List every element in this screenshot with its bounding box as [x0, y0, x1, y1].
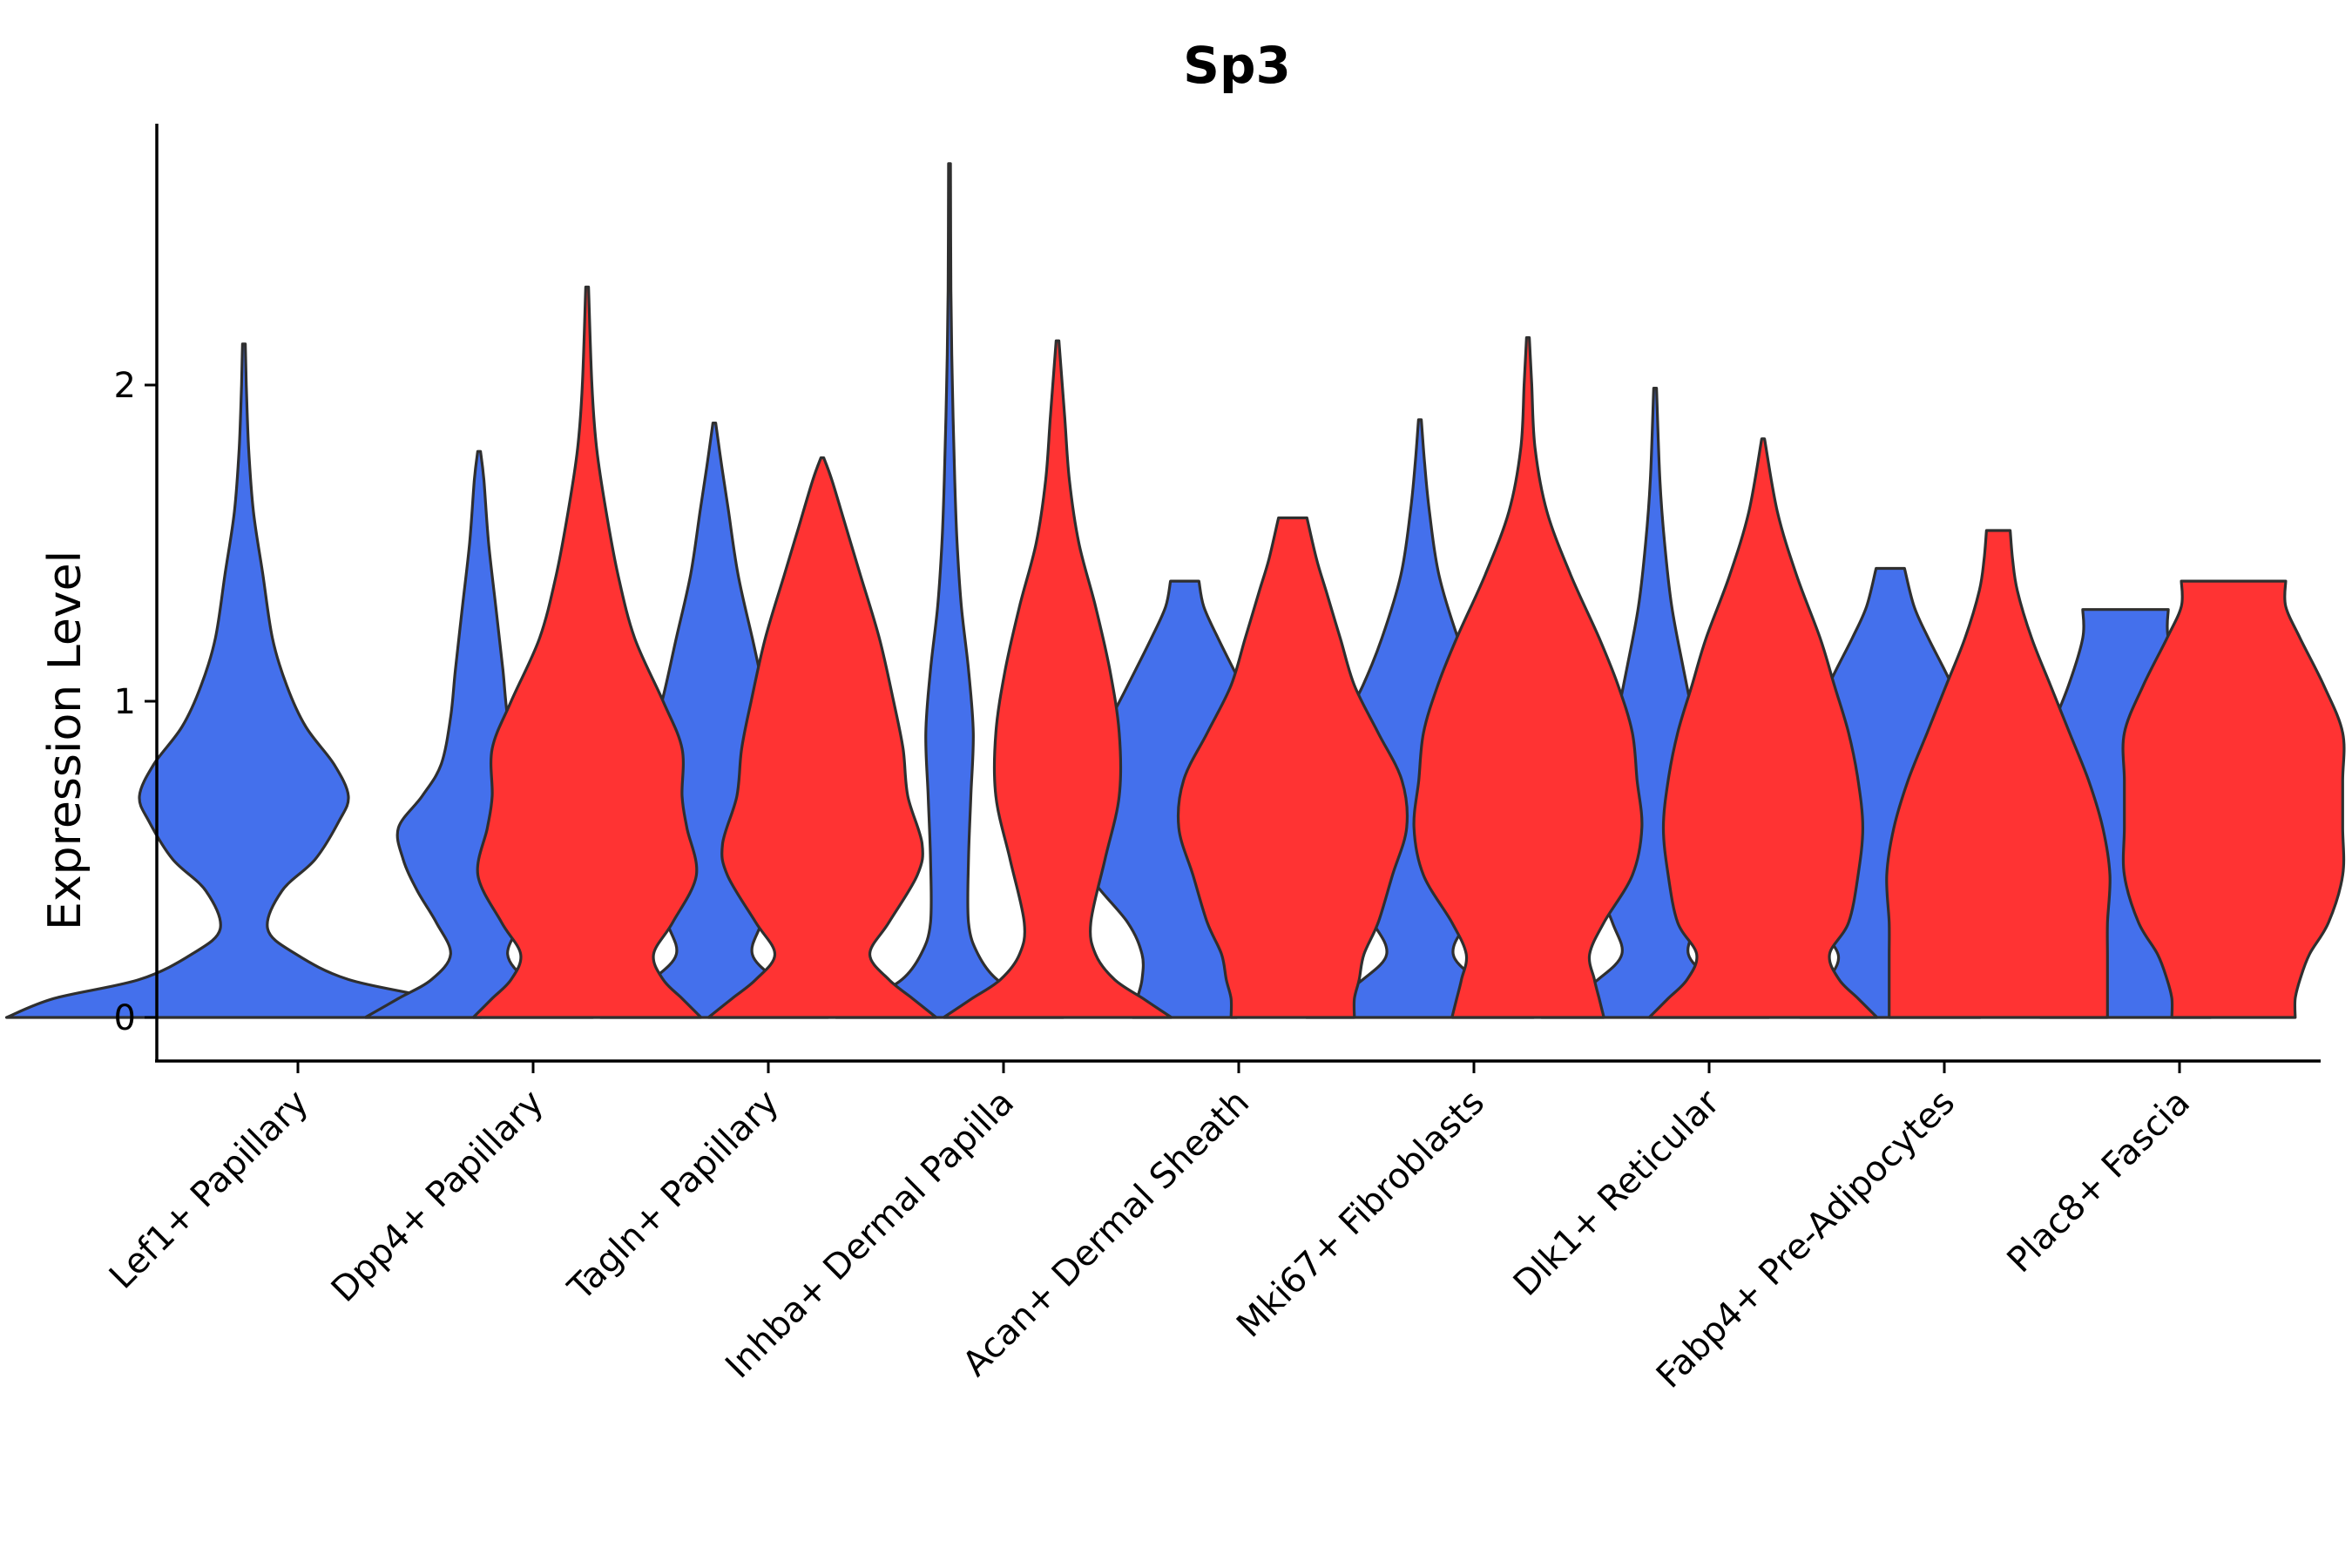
y-tick-label: 2 [114, 366, 136, 406]
violin-red-6 [1412, 336, 1644, 1019]
x-tick-label: Lef1+ Papillary [102, 1083, 316, 1297]
y-axis-label: Expression Level [39, 551, 91, 930]
y-tick-label: 1 [114, 682, 136, 722]
x-tick-label: Plac8+ Fascia [2000, 1083, 2199, 1281]
x-tick-label: Tagln+ Papillary [560, 1083, 787, 1309]
violin-red-3 [706, 456, 938, 1019]
y-ticks: 0 1 2 [114, 366, 157, 1038]
violin-red-5 [1176, 516, 1409, 1019]
violins-layer [4, 162, 2346, 1019]
violin-red-4 [942, 339, 1173, 1019]
violin-blue-1 [4, 342, 483, 1019]
x-ticks: Lef1+ Papillary Dpp4+ Papillary Tagln+ Pap… [102, 1061, 2198, 1396]
chart-title: Sp3 [1183, 36, 1291, 95]
x-tick-label: Dpp4+ Papillary [324, 1083, 551, 1310]
violin-blue-4 [834, 162, 1065, 1019]
x-tick-label: Mki67+ Fibroblasts [1229, 1083, 1492, 1346]
violin-red-2 [471, 285, 703, 1019]
y-tick-label: 0 [114, 998, 136, 1038]
violin-red-7 [1647, 437, 1879, 1019]
violin-red-9 [2121, 579, 2346, 1019]
violin-red-8 [1885, 529, 2112, 1019]
x-tick-label: Dlk1+ Reticular [1506, 1082, 1728, 1304]
